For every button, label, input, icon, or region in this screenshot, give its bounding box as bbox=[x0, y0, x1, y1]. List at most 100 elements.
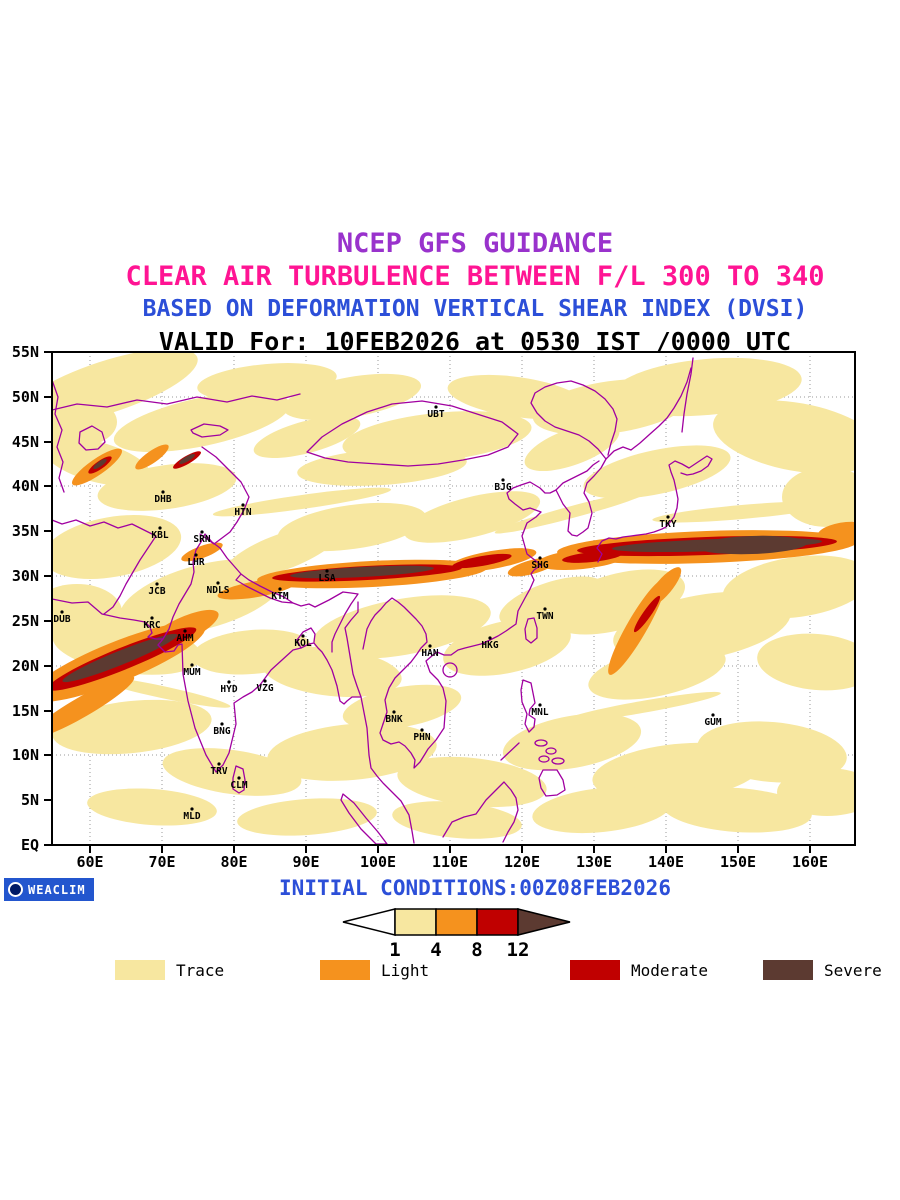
x-tick-label: 140E bbox=[648, 853, 684, 871]
weaclim-circle-icon bbox=[8, 882, 23, 897]
turbulence-light bbox=[507, 557, 557, 577]
y-tick-label: 20N bbox=[12, 657, 39, 675]
x-tick-label: 70E bbox=[148, 853, 175, 871]
city-marker-LSA bbox=[325, 569, 329, 573]
city-markers: UBT DHB HTN BJG TKY KBL SRN LHR LSA SHG JCB NDLS KTM… bbox=[53, 405, 722, 822]
lake-balkhash bbox=[190, 423, 229, 438]
turbulence-trace bbox=[494, 490, 650, 534]
city-marker-BNK bbox=[392, 710, 396, 714]
city-marker-JCB bbox=[155, 582, 159, 586]
scale-arrow-right bbox=[517, 908, 571, 936]
turbulence-trace bbox=[722, 555, 855, 619]
legend-swatch-trace bbox=[115, 960, 165, 980]
turbulence-trace bbox=[113, 391, 291, 453]
coast-visayas bbox=[534, 739, 548, 747]
y-tick-label: 55N bbox=[12, 345, 39, 361]
city-marker-PHN bbox=[420, 728, 424, 732]
turbulence-moderate bbox=[452, 553, 512, 569]
city-label-LHR: LHR bbox=[187, 557, 204, 568]
city-marker-MUM bbox=[190, 663, 194, 667]
city-label-AHM: AHM bbox=[176, 633, 193, 644]
city-label-JCB: JCB bbox=[148, 586, 165, 597]
city-marker-HTN bbox=[241, 503, 245, 507]
x-tick-label: 120E bbox=[504, 853, 540, 871]
y-tick-label: 35N bbox=[12, 522, 39, 540]
turbulence-trace bbox=[713, 400, 855, 474]
turbulence-severe bbox=[179, 454, 195, 464]
lake-aral bbox=[78, 425, 106, 451]
y-tick-label: 40N bbox=[12, 477, 39, 495]
city-label-CLM: CLM bbox=[230, 780, 247, 791]
turbulence-moderate bbox=[562, 551, 622, 563]
city-label-KRC: KRC bbox=[143, 620, 160, 631]
turbulence-trace bbox=[403, 491, 541, 543]
x-tick-label: 110E bbox=[432, 853, 468, 871]
turbulence-trace bbox=[524, 422, 620, 472]
turbulence-trace bbox=[52, 397, 117, 447]
scale-value-label: 8 bbox=[471, 939, 482, 961]
x-tick-label: 60E bbox=[76, 853, 103, 871]
turbulence-trace bbox=[267, 723, 437, 781]
city-label-TKY: TKY bbox=[659, 519, 676, 530]
turbulence-trace bbox=[397, 756, 547, 808]
city-label-TWN: TWN bbox=[536, 611, 553, 622]
coast-seasia-china bbox=[379, 367, 692, 769]
city-marker-KOL bbox=[301, 634, 305, 638]
legend-swatch-light bbox=[320, 960, 370, 980]
turbulence-trace bbox=[237, 798, 377, 836]
turbulence-trace bbox=[97, 463, 237, 511]
coastlines-and-borders bbox=[52, 357, 713, 845]
legend-item-trace: Trace bbox=[115, 960, 224, 980]
legend-label-moderate: Moderate bbox=[631, 960, 709, 980]
scale-segment bbox=[476, 908, 519, 936]
y-tick-label: 25N bbox=[12, 612, 39, 630]
legend-label-trace: Trace bbox=[176, 960, 225, 980]
turbulence-trace bbox=[87, 788, 217, 826]
city-label-KBL: KBL bbox=[151, 530, 168, 541]
city-label-KOL: KOL bbox=[294, 638, 311, 649]
turbulence-trace bbox=[502, 713, 642, 771]
city-marker-AHM bbox=[183, 629, 187, 633]
city-label-MLD: MLD bbox=[183, 811, 200, 822]
chart-title-subject: CLEAR AIR TURBULENCE BETWEEN F/L 300 TO … bbox=[125, 261, 825, 292]
y-tick-label: 15N bbox=[12, 702, 39, 720]
turbulence-map: 55N 50N 45N 40N 35N 30N 25N 20N 15N 10N 5N EQ 60E 70E… bbox=[12, 345, 856, 871]
chart-title-method: BASED ON DEFORMATION VERTICAL SHEAR INDE… bbox=[142, 296, 808, 322]
city-marker-UBT bbox=[434, 405, 438, 409]
turbulence-trace bbox=[652, 501, 832, 523]
turbulence-severe bbox=[62, 633, 178, 683]
city-marker-HKG bbox=[488, 636, 492, 640]
turbulence-trace bbox=[212, 487, 392, 517]
x-tick-label: 90E bbox=[292, 853, 319, 871]
x-tick-label: 80E bbox=[220, 853, 247, 871]
coast-india bbox=[52, 598, 415, 844]
y-tick-label: 5N bbox=[21, 791, 39, 809]
city-marker-TRV bbox=[217, 762, 221, 766]
city-label-SHG: SHG bbox=[531, 560, 548, 571]
turbulence-trace bbox=[342, 684, 462, 730]
turbulence-severe bbox=[290, 565, 434, 579]
city-marker-DUB bbox=[60, 610, 64, 614]
chart-title-main: NCEP GFS GUIDANCE bbox=[336, 228, 614, 259]
country-borders bbox=[52, 380, 618, 725]
coast-caspian-edge bbox=[52, 379, 65, 493]
turbulence-trace bbox=[583, 445, 731, 499]
turbulence-severe bbox=[697, 535, 807, 555]
coast-visayas bbox=[545, 747, 557, 755]
turbulence-trace bbox=[253, 415, 361, 459]
city-label-MUM: MUM bbox=[183, 667, 200, 678]
scale-value-label: 12 bbox=[507, 939, 530, 961]
map-axes: 55N 50N 45N 40N 35N 30N 25N 20N 15N 10N 5N EQ 60E 70E… bbox=[12, 345, 828, 871]
turbulence-trace bbox=[52, 699, 212, 755]
weaclim-logo: WEACLIM bbox=[4, 878, 94, 901]
city-label-UBT: UBT bbox=[427, 409, 444, 420]
legend-label-light: Light bbox=[381, 960, 430, 980]
y-tick-label: 10N bbox=[12, 746, 39, 764]
x-tick-label: 160E bbox=[792, 853, 828, 871]
city-label-PHN: PHN bbox=[413, 732, 430, 743]
turbulence-trace bbox=[443, 618, 571, 676]
city-marker-KRC bbox=[150, 616, 154, 620]
y-tick-label: 30N bbox=[12, 567, 39, 585]
city-marker-SHG bbox=[538, 556, 542, 560]
